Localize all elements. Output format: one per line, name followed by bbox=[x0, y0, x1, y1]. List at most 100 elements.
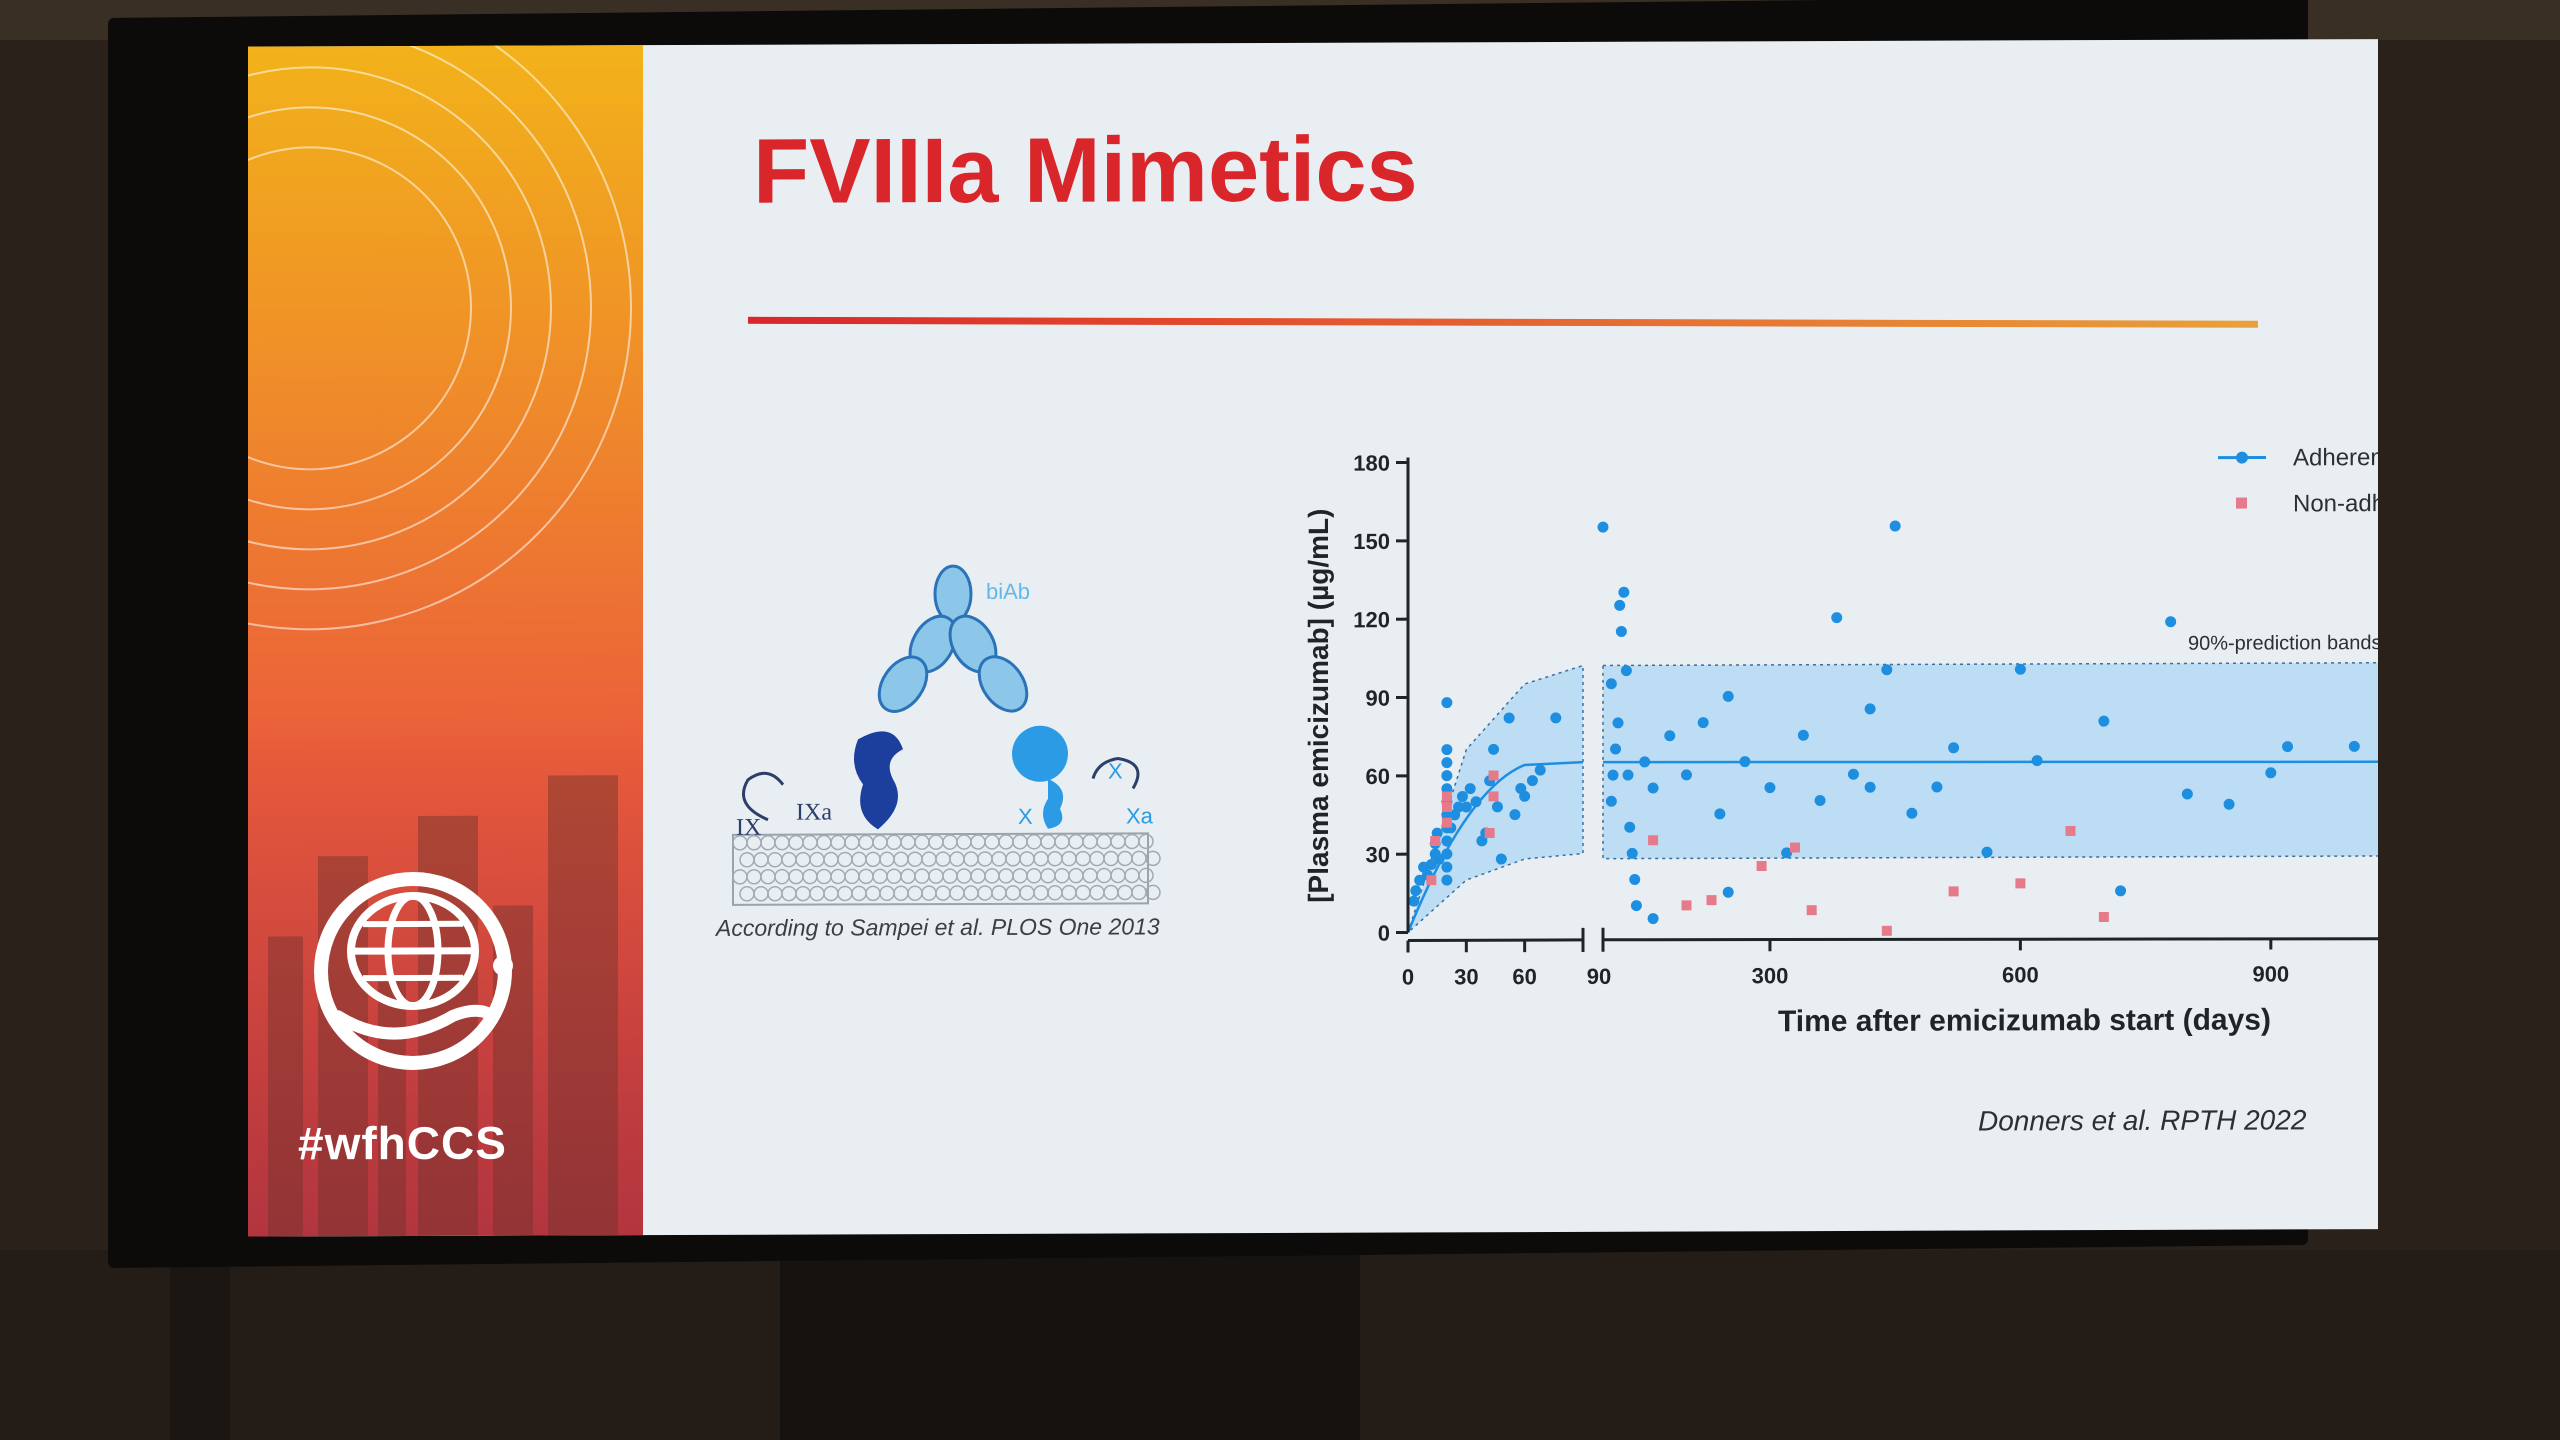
adherent-point bbox=[1612, 717, 1624, 729]
y-tick-label: 30 bbox=[1366, 842, 1390, 867]
non-adherent-point bbox=[1426, 875, 1437, 886]
adherent-point bbox=[1433, 853, 1445, 865]
non-adherent-point bbox=[1706, 895, 1717, 906]
x-arrow bbox=[1091, 756, 1140, 790]
adherent-point bbox=[1605, 678, 1617, 690]
emicizumab-scatter-chart: 030609012015018003060903006009001200 Adh… bbox=[1303, 444, 2378, 1038]
adherent-point bbox=[1519, 790, 1531, 802]
adherent-point bbox=[1503, 712, 1515, 724]
adherent-point bbox=[1847, 768, 1859, 780]
title-underline bbox=[747, 316, 2258, 328]
phospholipid-membrane bbox=[732, 832, 1161, 906]
event-hashtag: #wfhCCS bbox=[298, 1116, 507, 1170]
non-adherent-point bbox=[1790, 842, 1800, 853]
median-line-early bbox=[1406, 760, 1584, 933]
adherent-point bbox=[1470, 796, 1482, 808]
non-adherent-point bbox=[1441, 791, 1452, 802]
label-x-free: X bbox=[1108, 758, 1123, 783]
non-adherent-point bbox=[1441, 801, 1452, 813]
adherent-point bbox=[1456, 791, 1468, 803]
prediction-band-annotation: 90%-prediction bands of points bbox=[2188, 632, 2378, 655]
x-tick-label: 30 bbox=[1454, 964, 1478, 989]
x-tick-label: 0 bbox=[1402, 964, 1414, 989]
non-adherent-point bbox=[2098, 911, 2109, 923]
x-tick-label: 300 bbox=[1752, 963, 1789, 988]
adherent-point bbox=[1714, 808, 1726, 820]
ix-arrow bbox=[742, 771, 785, 822]
non-adherent-point bbox=[1806, 905, 1817, 916]
adherent-point bbox=[1534, 764, 1546, 776]
chart-legend: Adherent Non-adherent bbox=[2218, 444, 2378, 517]
bispecific-antibody-diagram: IX IXa biAb X X Xa bbox=[732, 564, 1161, 906]
non-adherent-point bbox=[1881, 925, 1892, 936]
x-tick-label: 900 bbox=[2252, 961, 2289, 986]
label-biab: biAb bbox=[986, 579, 1030, 604]
adherent-point bbox=[1629, 873, 1641, 885]
axis-layer: 030609012015018003060903006009001200 bbox=[1353, 451, 2378, 990]
adherent-point bbox=[1620, 665, 1632, 677]
median-line-late bbox=[1602, 760, 2378, 764]
y-axis-label: [Plasma emicizumab] (µg/mL) bbox=[1303, 509, 1334, 903]
non-adherent-point bbox=[1681, 900, 1692, 911]
adherent-point bbox=[2031, 755, 2043, 767]
slide-screen: #wfhCCS FVIIIa Mimetics IX IXa biAb bbox=[248, 39, 2378, 1237]
adherent-point bbox=[1425, 859, 1437, 871]
adherent-point bbox=[1722, 886, 1734, 898]
adherent-point bbox=[1948, 742, 1960, 754]
y-tick-label: 180 bbox=[1353, 451, 1390, 476]
non-adherent-point bbox=[1488, 770, 1499, 781]
non-adherent-point bbox=[1441, 817, 1452, 828]
adherent-point bbox=[1622, 769, 1634, 781]
x-tick-label: 60 bbox=[1512, 964, 1536, 989]
prediction-band-layer bbox=[1406, 661, 2378, 935]
non-adherent-point bbox=[1488, 791, 1499, 802]
adherent-point bbox=[1680, 769, 1692, 781]
adherent-point bbox=[1526, 775, 1538, 787]
globe-hand-logo bbox=[314, 871, 513, 1070]
adherent-point bbox=[1410, 885, 1422, 897]
adherent-point bbox=[1464, 783, 1476, 795]
adherent-point bbox=[1509, 809, 1521, 821]
adherent-point bbox=[1722, 690, 1734, 702]
adherent-point bbox=[1697, 717, 1709, 729]
adherent-point bbox=[1664, 730, 1676, 742]
adherent-point bbox=[2348, 740, 2360, 752]
adherent-point bbox=[1615, 625, 1627, 637]
adherent-point bbox=[1610, 743, 1622, 755]
data-point-layer bbox=[1408, 520, 2360, 936]
adherent-point bbox=[1864, 781, 1876, 793]
adherent-point bbox=[1441, 770, 1453, 782]
adherent-point bbox=[1647, 913, 1659, 925]
chart-citation: Donners et al. RPTH 2022 bbox=[1978, 1104, 2307, 1137]
adherent-point bbox=[1441, 697, 1453, 709]
monitor-stand-column bbox=[170, 1240, 230, 1440]
label-x-bound: X bbox=[1018, 804, 1033, 829]
adherent-point bbox=[1889, 520, 1901, 532]
adherent-point bbox=[2115, 885, 2127, 897]
monitor-stand bbox=[780, 1250, 1360, 1440]
adherent-point bbox=[2282, 741, 2294, 753]
adherent-point bbox=[1441, 757, 1453, 769]
adherent-point bbox=[1864, 703, 1876, 715]
adherent-point bbox=[1460, 801, 1472, 813]
non-adherent-point bbox=[2015, 878, 2026, 889]
y-tick-label: 90 bbox=[1366, 686, 1390, 711]
adherent-point bbox=[2165, 616, 2177, 628]
x-axis-label: Time after emicizumab start (days) bbox=[1778, 1003, 2271, 1038]
adherent-point bbox=[1797, 729, 1809, 741]
adherent-point bbox=[1605, 795, 1617, 807]
non-adherent-point bbox=[1648, 835, 1659, 846]
factor-x-shape bbox=[1012, 725, 1068, 782]
y-tick-label: 0 bbox=[1378, 921, 1390, 946]
monitor-bezel: #wfhCCS FVIIIa Mimetics IX IXa biAb bbox=[108, 0, 2378, 1268]
adherent-point bbox=[1814, 794, 1826, 806]
adherent-point bbox=[1441, 835, 1453, 847]
adherent-point bbox=[1550, 712, 1562, 724]
adherent-point bbox=[1408, 895, 1420, 907]
label-ix: IX bbox=[736, 815, 761, 841]
adherent-point bbox=[2181, 788, 2193, 800]
adherent-point bbox=[1647, 782, 1659, 794]
adherent-point bbox=[1831, 612, 1843, 624]
prediction-band-late bbox=[1602, 661, 2378, 860]
adherent-point bbox=[1431, 827, 1443, 839]
